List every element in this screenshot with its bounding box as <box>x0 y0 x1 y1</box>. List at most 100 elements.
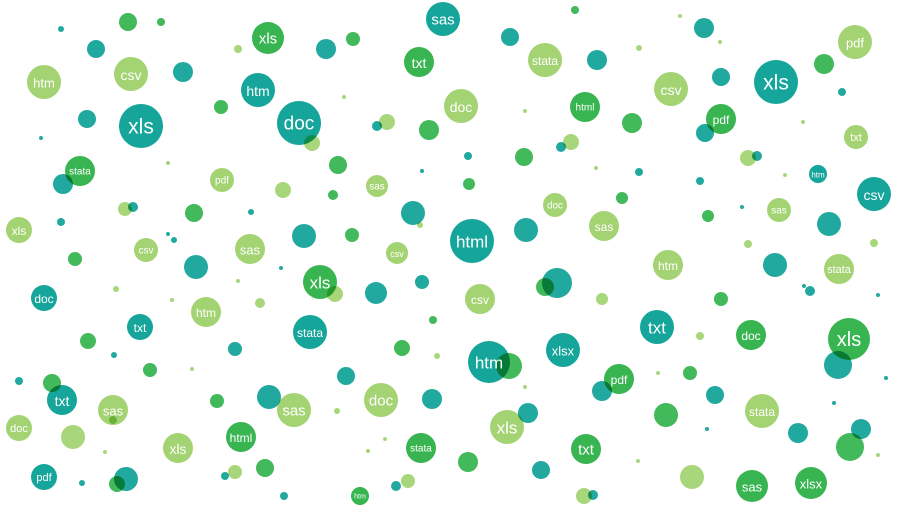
bubble-circle <box>366 175 388 197</box>
file-format-label: xls <box>497 419 518 438</box>
decorative-dot <box>417 222 423 228</box>
decorative-dot <box>463 178 475 190</box>
decorative-dot <box>718 40 722 44</box>
decorative-dot <box>838 88 846 96</box>
bubble-circle <box>546 333 580 367</box>
decorative-dot <box>419 120 439 140</box>
decorative-dot <box>851 419 871 439</box>
decorative-dot <box>401 201 425 225</box>
file-format-bubble: csv <box>654 72 688 106</box>
file-format-label: sas <box>771 206 787 217</box>
bubble-circle <box>706 104 736 134</box>
decorative-dot <box>518 403 538 423</box>
decorative-dot <box>214 100 228 114</box>
decorative-dot <box>576 488 592 504</box>
decorative-dot <box>714 292 728 306</box>
decorative-dot <box>434 353 440 359</box>
file-format-bubble: doc <box>736 320 766 350</box>
bubble-circle <box>47 385 77 415</box>
file-format-label: csv <box>471 293 489 307</box>
decorative-dot <box>236 279 240 283</box>
file-format-label: xlsx <box>800 477 823 492</box>
decorative-dot <box>345 228 359 242</box>
file-format-bubble: doc <box>364 383 398 417</box>
decorative-dot <box>113 286 119 292</box>
decorative-dot <box>58 26 64 32</box>
file-format-label: txt <box>578 442 595 459</box>
decorative-dot <box>683 366 697 380</box>
file-format-bubble: pdf <box>210 168 234 192</box>
bubble-circle <box>351 487 369 505</box>
file-format-label: stata <box>410 444 432 455</box>
decorative-dot <box>515 148 533 166</box>
decorative-dot <box>366 449 370 453</box>
bubble-circle <box>857 177 891 211</box>
file-format-bubble: pdf <box>31 464 57 490</box>
file-format-bubble: htm <box>27 65 61 99</box>
file-format-bubble: pdf <box>838 25 872 59</box>
file-format-label: htm <box>246 83 269 99</box>
file-format-label: htm <box>475 354 503 373</box>
bubble-circle <box>6 217 32 243</box>
decorative-dot <box>587 50 607 70</box>
file-format-label: htm <box>33 76 55 91</box>
file-format-label: txt <box>648 319 666 338</box>
decorative-dot <box>15 377 23 385</box>
bubble-circle <box>27 65 61 99</box>
decorative-dot <box>61 425 85 449</box>
decorative-dot <box>832 401 836 405</box>
file-format-label: xls <box>837 329 861 351</box>
decorative-dot <box>616 192 628 204</box>
file-format-label: doc <box>284 114 315 135</box>
file-format-label: htm <box>811 171 825 180</box>
decorative-dot <box>391 481 401 491</box>
file-format-label: csv <box>864 187 885 203</box>
decorative-dot <box>401 474 415 488</box>
file-format-bubble: stata <box>293 315 327 349</box>
file-format-label: csv <box>661 82 682 98</box>
file-format-bubble: csv <box>386 242 408 264</box>
decorative-dot <box>596 293 608 305</box>
decorative-dot <box>422 389 442 409</box>
file-format-label: xls <box>12 224 27 238</box>
decorative-dot <box>523 385 527 389</box>
file-format-label: txt <box>55 393 70 409</box>
bubble-circle <box>767 198 791 222</box>
file-format-label: html <box>456 233 488 252</box>
bubble-circle <box>65 156 95 186</box>
decorative-dot <box>763 253 787 277</box>
decorative-dot <box>68 252 82 266</box>
decorative-dot <box>279 266 283 270</box>
file-format-label: htm <box>658 259 678 273</box>
decorative-dot <box>184 255 208 279</box>
file-format-bubble: txt <box>571 434 601 464</box>
bubble-circle <box>119 104 163 148</box>
decorative-dot <box>365 282 387 304</box>
decorative-dot <box>337 367 355 385</box>
file-format-bubble: xls <box>490 410 524 444</box>
decorative-dot <box>379 114 395 130</box>
file-format-label: sas <box>431 12 454 29</box>
file-format-bubble: xls <box>119 104 163 148</box>
decorative-dot <box>876 293 880 297</box>
file-format-label: txt <box>412 55 427 71</box>
file-format-bubble: xlsx <box>546 333 580 367</box>
bubble-circle <box>406 433 436 463</box>
bubble-circle <box>795 467 827 499</box>
file-format-label: txt <box>850 132 862 144</box>
bubble-circle <box>736 470 768 502</box>
file-format-label: xls <box>259 31 277 48</box>
decorative-dot <box>656 371 660 375</box>
bubble-circle <box>6 415 32 441</box>
file-format-label: html <box>230 431 253 445</box>
bubble-circle <box>241 73 275 107</box>
file-format-bubble: doc <box>31 285 57 311</box>
decorative-dot <box>334 408 340 414</box>
file-format-bubble: htm <box>468 341 510 383</box>
file-format-bubble: html <box>450 219 494 263</box>
decorative-dot <box>228 465 242 479</box>
decorative-dot <box>329 156 347 174</box>
file-format-label: html <box>576 103 595 114</box>
